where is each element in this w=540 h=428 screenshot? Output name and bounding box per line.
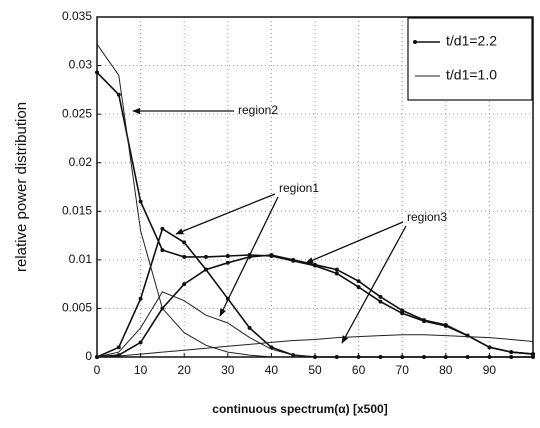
- legend: t/d1=2.2 t/d1=1.0: [407, 17, 533, 101]
- annotation: region3: [407, 210, 447, 224]
- x-tick-label: 20: [178, 363, 192, 377]
- ticks: 0 0.005 0.01 0.015 0.02 0.025 0.03 0.035 0 10 20 30…: [62, 9, 496, 377]
- x-tick-label: 30: [221, 363, 235, 377]
- arrow: [175, 193, 276, 235]
- x-tick-label: 60: [352, 363, 366, 377]
- x-tick-label: 0: [94, 363, 101, 377]
- legend-box: [407, 17, 533, 101]
- x-tick-label: 50: [308, 363, 322, 377]
- legend-label: t/d1=2.2: [446, 33, 497, 49]
- y-tick-label: 0.025: [62, 106, 92, 120]
- y-tick-label: 0.005: [62, 301, 92, 315]
- arrow: [219, 196, 279, 317]
- x-axis-label: continuous spectrum(α) [x500]: [212, 402, 387, 416]
- x-tick-label: 70: [396, 363, 410, 377]
- x-tick-label: 10: [134, 363, 148, 377]
- series-line: [96, 334, 534, 358]
- y-tick-label: 0.015: [62, 203, 92, 217]
- legend-label: t/d1=1.0: [446, 67, 497, 83]
- x-tick-label: 80: [439, 363, 453, 377]
- arrow: [305, 221, 404, 264]
- x-tick-label: 40: [265, 363, 279, 377]
- y-tick-label: 0.01: [69, 252, 93, 266]
- annotation: region2: [238, 103, 278, 117]
- series-line: [95, 253, 535, 359]
- y-tick-label: 0.035: [62, 9, 92, 23]
- y-tick-label: 0: [85, 349, 92, 363]
- y-axis-label: relative power distribution: [13, 102, 30, 272]
- y-tick-label: 0.02: [69, 155, 93, 169]
- y-tick-label: 0.03: [69, 58, 93, 72]
- arrow: [341, 225, 407, 344]
- x-tick-label: 90: [483, 363, 497, 377]
- annotation: region1: [279, 181, 319, 195]
